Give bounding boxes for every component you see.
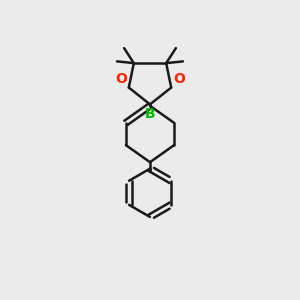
Text: B: B — [145, 107, 155, 121]
Text: O: O — [173, 72, 185, 86]
Text: O: O — [115, 72, 127, 86]
